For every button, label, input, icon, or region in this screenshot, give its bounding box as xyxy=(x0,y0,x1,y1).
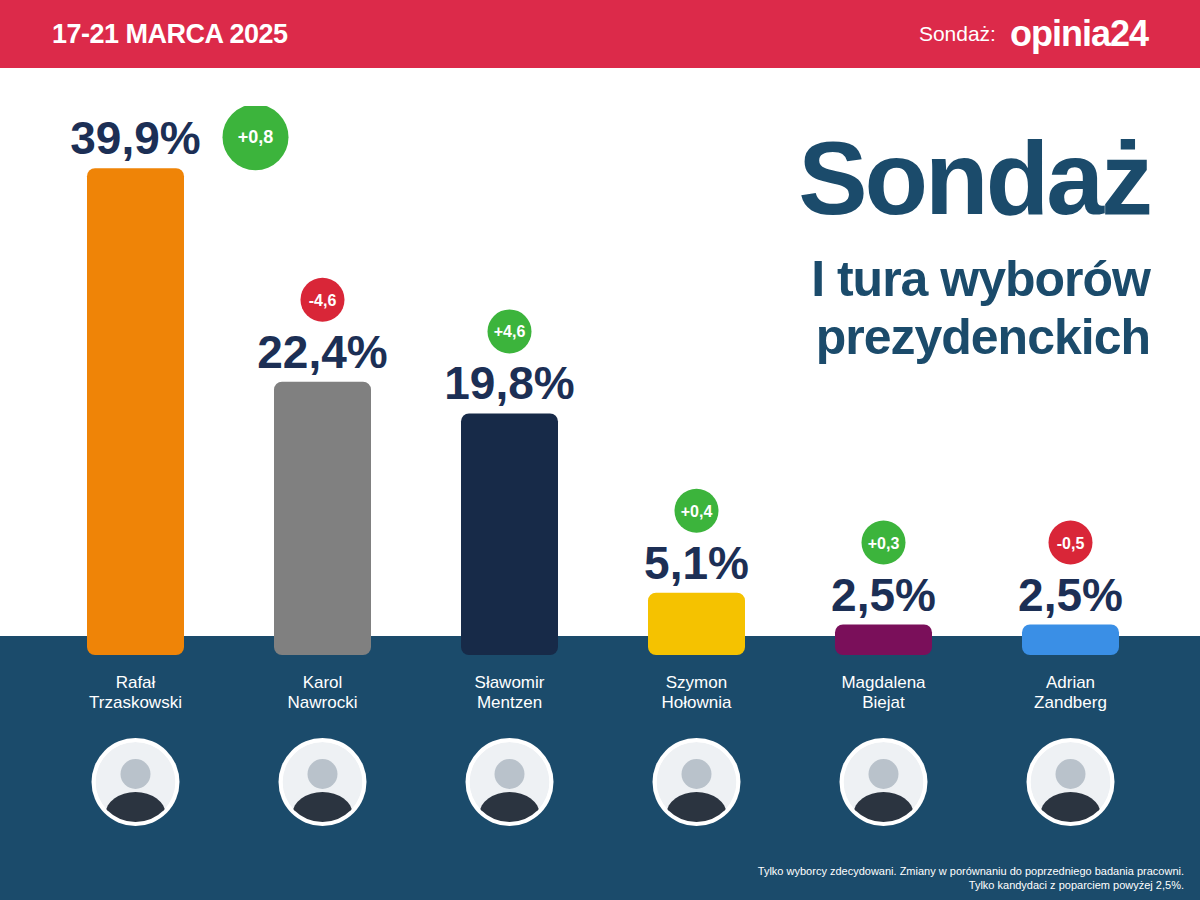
html-text:Tylko wyborcy zdecydowani. Zmi: Tylko wyborcy zdecydowani. Zmiany w poró… xyxy=(757,865,1184,877)
svg-text:Magdalena: Magdalena xyxy=(841,673,926,692)
svg-text:2,5%: 2,5% xyxy=(1018,569,1123,621)
svg-text:Trzaskowski: Trzaskowski xyxy=(89,693,182,712)
svg-text:Szymon: Szymon xyxy=(666,673,727,692)
html-text:opinia24: opinia24 xyxy=(1010,13,1148,54)
html-text:Sondaż: Sondaż xyxy=(798,120,1150,236)
svg-text:Adrian: Adrian xyxy=(1046,673,1095,692)
html-text:17-21 MARCA 2025: 17-21 MARCA 2025 xyxy=(52,19,288,49)
svg-text:Zandberg: Zandberg xyxy=(1034,693,1107,712)
svg-text:19,8%: 19,8% xyxy=(444,357,574,409)
svg-text:-0,5: -0,5 xyxy=(1057,535,1085,552)
html-text:Tylko kandydaci z poparciem po: Tylko kandydaci z poparciem powyżej 2,5%… xyxy=(968,879,1184,891)
html-text:Sondaż:: Sondaż: xyxy=(918,22,996,45)
svg-text:Karol: Karol xyxy=(303,673,343,692)
svg-text:Mentzen: Mentzen xyxy=(477,693,542,712)
svg-text:5,1%: 5,1% xyxy=(644,537,749,589)
svg-text:22,4%: 22,4% xyxy=(257,326,387,378)
svg-text:+0,3: +0,3 xyxy=(868,535,900,552)
svg-text:2,5%: 2,5% xyxy=(831,569,936,621)
svg-text:Nawrocki: Nawrocki xyxy=(288,693,358,712)
svg-text:+0,8: +0,8 xyxy=(238,127,274,147)
svg-text:Biejat: Biejat xyxy=(862,693,905,712)
svg-text:Rafał: Rafał xyxy=(116,673,156,692)
svg-text:Hołownia: Hołownia xyxy=(662,693,732,712)
svg-text:39,9%: 39,9% xyxy=(70,112,200,164)
html-text:I tura wyborów prezydenckich: I tura wyborów prezydenckich xyxy=(811,251,1150,365)
svg-text:-4,6: -4,6 xyxy=(309,292,337,309)
svg-text:+4,6: +4,6 xyxy=(494,323,526,340)
svg-text:+0,4: +0,4 xyxy=(681,503,713,520)
svg-text:Sławomir: Sławomir xyxy=(475,673,545,692)
